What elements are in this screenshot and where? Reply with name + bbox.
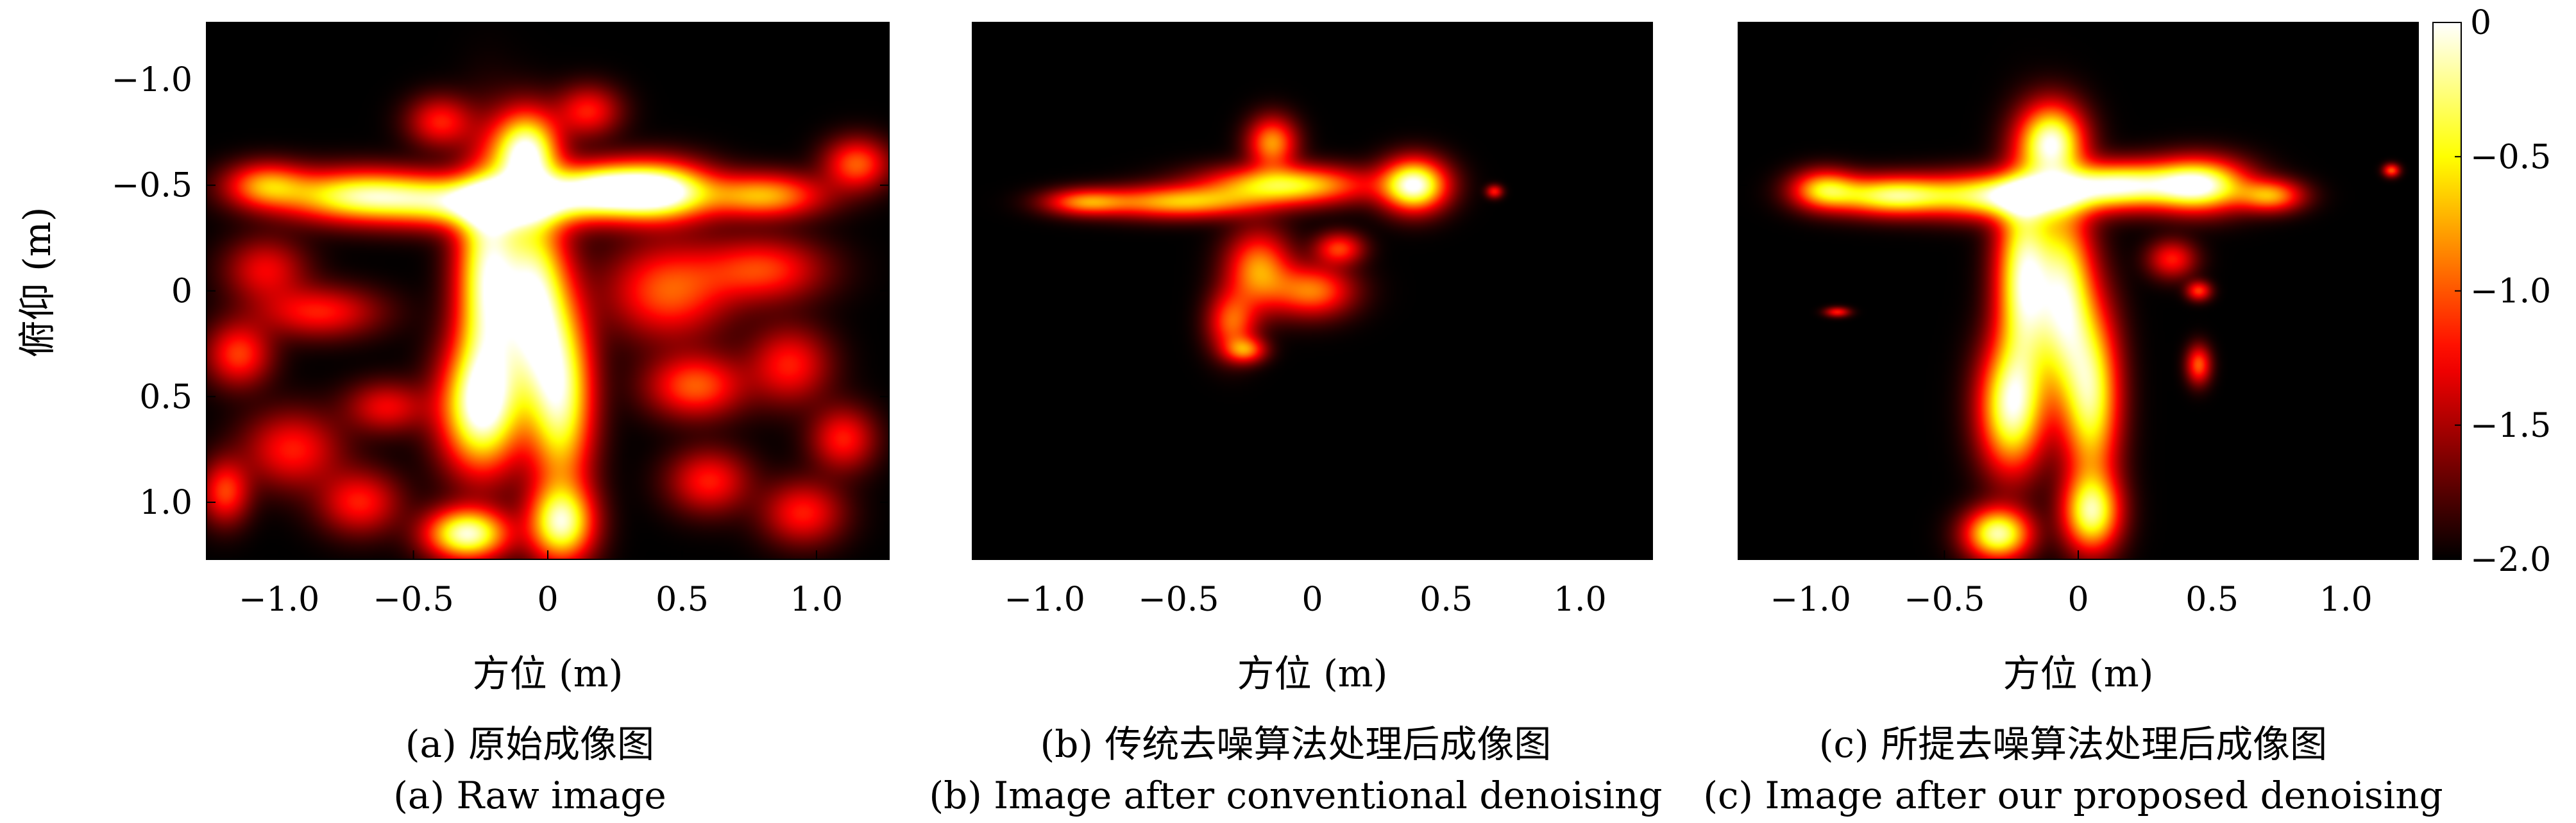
x-tick-label: 0: [537, 581, 558, 619]
colorbar-tick-label: 0: [2470, 4, 2491, 42]
x-tick-label: −0.5: [1904, 581, 1985, 619]
x-tick-label: 1.0: [790, 581, 843, 619]
x-tick-label: −1.0: [239, 581, 319, 619]
colorbar-tick-label: −0.5: [2470, 138, 2551, 176]
panel-conventional-denoising: −1.0 −0.5 0 0.5 1.0 方位 (m): [972, 22, 1653, 695]
x-tick-label: 0.5: [656, 581, 709, 619]
x-axis-label: 方位 (m): [2003, 652, 2154, 695]
x-tick-label: 0: [2067, 581, 2089, 619]
y-tick-label: −1.0: [112, 61, 192, 99]
y-tick-label: 1.0: [139, 484, 192, 522]
heatmap-image: [972, 22, 1652, 559]
caption-cn-b: (b) 传统去噪算法处理后成像图: [1040, 722, 1552, 766]
y-tick-label: −0.5: [112, 167, 192, 205]
colorbar-tick-label: −1.5: [2470, 407, 2551, 445]
panel-proposed-denoising: −1.0 −0.5 0 0.5 1.0 方位 (m): [1738, 22, 2419, 695]
heatmap-image: [1738, 22, 2418, 559]
caption-cn-a: (a) 原始成像图: [405, 722, 654, 766]
x-axis-label: 方位 (m): [1237, 652, 1388, 695]
panel-raw-image: −1.0 −0.5 0 0.5 1.0 −1.0 −0.5 0 0.5 1.0 方位 (m): [112, 22, 890, 695]
x-tick-label: −0.5: [373, 581, 453, 619]
y-tick-label: 0: [171, 273, 192, 311]
caption-en-b: (b) Image after conventional denoising: [929, 774, 1662, 817]
x-tick-label: 0: [1301, 581, 1323, 619]
heatmap-image: [207, 22, 889, 559]
caption-en-c: (c) Image after our proposed denoising: [1703, 774, 2443, 817]
x-axis-label: 方位 (m): [473, 652, 623, 695]
caption-cn-c: (c) 所提去噪算法处理后成像图: [1819, 722, 2327, 766]
x-tick-label: −1.0: [1004, 581, 1085, 619]
caption-en-a: (a) Raw image: [393, 774, 666, 817]
x-tick-label: 0.5: [1419, 581, 1473, 619]
x-tick-label: 0.5: [2185, 581, 2239, 619]
x-tick-label: −0.5: [1138, 581, 1219, 619]
colorbar-tick-label: −2.0: [2470, 541, 2551, 579]
x-tick-label: 1.0: [1554, 581, 1607, 619]
colorbar-tick-label: −1.0: [2470, 273, 2551, 311]
x-tick-label: −1.0: [1770, 581, 1851, 619]
y-tick-label: 0.5: [139, 378, 192, 416]
y-axis-label: 俯仰 (m): [15, 207, 59, 358]
x-tick-label: 1.0: [2319, 581, 2373, 619]
colorbar: 0 −0.5 −1.0 −1.5 −2.0: [2432, 4, 2551, 579]
